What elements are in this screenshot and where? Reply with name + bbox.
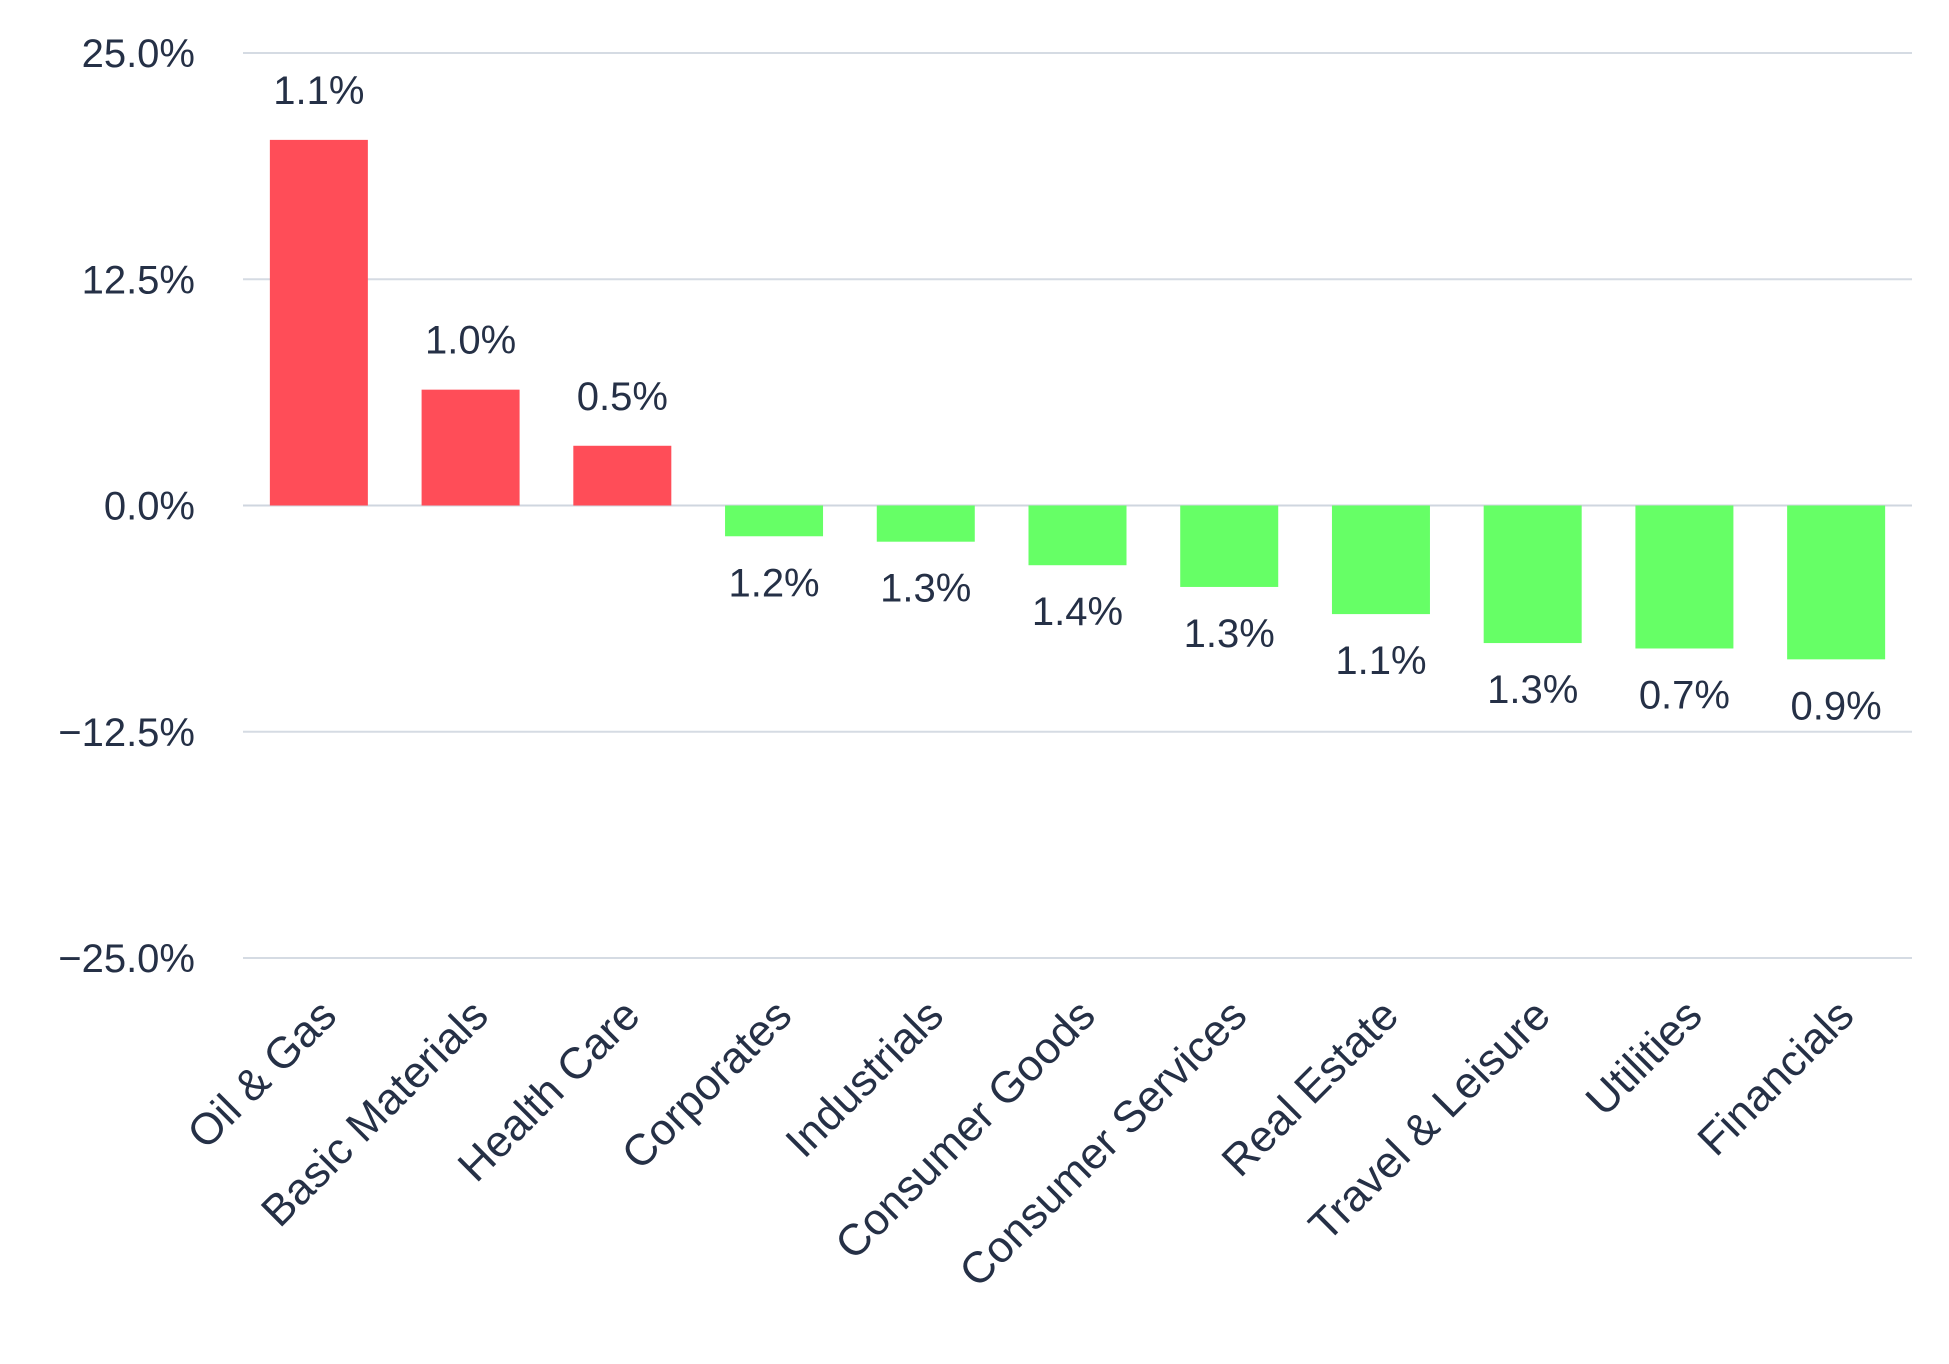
y-tick-label: 25.0% <box>82 32 195 76</box>
y-tick-label: −25.0% <box>58 937 195 981</box>
y-tick-label: 0.0% <box>104 485 195 529</box>
data-label: 1.1% <box>273 69 364 113</box>
data-label: 1.4% <box>1032 590 1123 634</box>
y-axis-ticks: 25.0% 12.5% 0.0% −12.5% −25.0% <box>58 32 195 981</box>
bar <box>876 505 975 542</box>
bar <box>1180 505 1279 587</box>
x-category-label: Consumer Services <box>950 990 1256 1296</box>
bars <box>269 139 1886 660</box>
data-label: 1.3% <box>1487 668 1578 712</box>
x-category-label: Financials <box>1688 990 1863 1165</box>
bar <box>269 139 368 506</box>
data-labels: 1.1% 1.0% 0.5% 1.2% 1.3% 1.4% 1.3% 1.1% 1.3% 0.7%… <box>273 69 1881 728</box>
bar <box>1483 505 1582 644</box>
bar <box>1787 505 1886 660</box>
y-tick-label: 12.5% <box>82 258 195 302</box>
data-label: 1.0% <box>425 319 516 363</box>
data-label: 0.9% <box>1791 684 1882 728</box>
bar <box>573 445 672 506</box>
bar <box>1028 505 1127 566</box>
data-label: 1.1% <box>1335 639 1426 683</box>
bar <box>1635 505 1734 649</box>
data-label: 0.5% <box>577 375 668 419</box>
bar <box>725 505 824 537</box>
x-category-label: Consumer Goods <box>826 990 1104 1268</box>
data-label: 1.2% <box>728 561 819 605</box>
bar <box>421 389 520 506</box>
y-tick-label: −12.5% <box>58 711 195 755</box>
bar <box>1331 505 1430 615</box>
data-label: 1.3% <box>1184 612 1275 656</box>
data-label: 0.7% <box>1639 673 1730 717</box>
x-category-label: Utilities <box>1577 990 1712 1125</box>
data-label: 1.3% <box>880 567 971 611</box>
